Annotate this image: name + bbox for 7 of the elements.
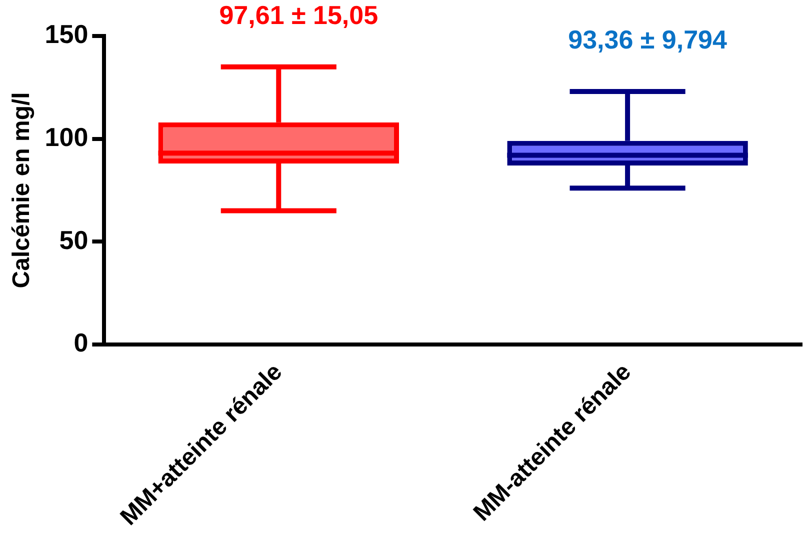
text: 97,61 ± 15,05: [219, 0, 378, 30]
annotation: 93,36 ± 9,794: [568, 24, 728, 55]
y-tick-label: 50: [59, 224, 88, 255]
y-axis-title: Calcémie en mg/l: [8, 92, 36, 288]
y-tick-label: 0: [74, 328, 88, 358]
y-tick-label: 100: [44, 122, 88, 152]
y-tick-label: 150: [44, 19, 88, 50]
